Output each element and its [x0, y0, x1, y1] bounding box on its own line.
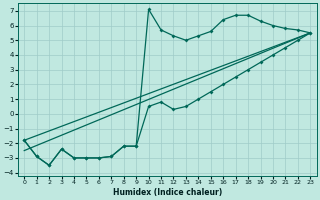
X-axis label: Humidex (Indice chaleur): Humidex (Indice chaleur) — [113, 188, 222, 197]
